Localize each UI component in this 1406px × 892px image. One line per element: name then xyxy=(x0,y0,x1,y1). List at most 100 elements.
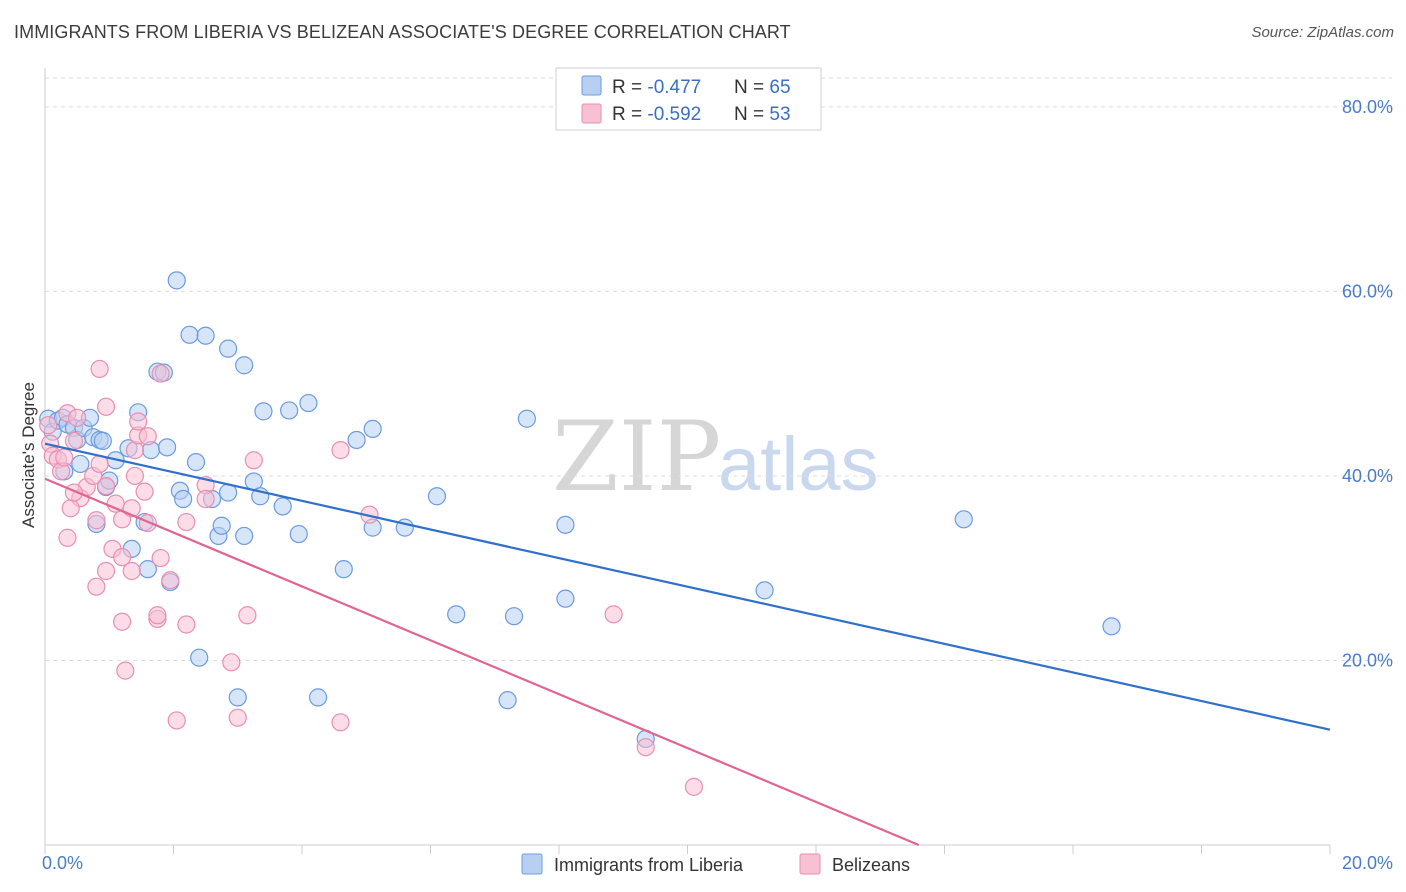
point-liberia xyxy=(447,605,466,624)
svg-text:R = -0.592: R = -0.592 xyxy=(612,104,701,125)
watermark: ZIP atlas xyxy=(552,401,879,513)
point-liberia xyxy=(186,453,206,472)
point-belizeans xyxy=(228,708,247,727)
correlation-legend: R = -0.477 N = 65 R = -0.592 N = 53 xyxy=(555,67,822,131)
source-label: Source: ZipAtlas.com xyxy=(1251,24,1394,41)
series-label-liberia: Immigrants from Liberia xyxy=(554,855,744,875)
point-liberia xyxy=(308,688,328,707)
svg-text:N = 53: N = 53 xyxy=(734,104,791,125)
x-tick-label: 0.0% xyxy=(42,853,83,873)
series-swatch-liberia xyxy=(521,853,543,875)
series-legend: Immigrants from Liberia Belizeans xyxy=(521,853,910,875)
point-belizeans xyxy=(138,513,157,533)
point-belizeans xyxy=(122,561,141,581)
point-belizeans xyxy=(125,441,145,460)
svg-text:N = 65: N = 65 xyxy=(734,77,791,98)
legend-r-label: R = xyxy=(612,77,647,98)
point-belizeans xyxy=(636,738,655,757)
legend-n-value: 65 xyxy=(769,77,790,98)
y-tick-labels: 20.0% 40.0% 60.0% 80.0% xyxy=(1342,97,1393,671)
point-belizeans xyxy=(96,397,116,416)
point-belizeans xyxy=(222,653,241,672)
series-label-belizeans: Belizeans xyxy=(832,855,910,875)
x-tick-label: 20.0% xyxy=(1342,853,1393,873)
point-liberia xyxy=(212,516,231,535)
point-liberia xyxy=(954,510,973,529)
point-belizeans xyxy=(177,615,196,634)
legend-n-label: N = xyxy=(734,104,769,125)
legend-r-value: -0.477 xyxy=(647,77,701,98)
point-liberia xyxy=(347,430,366,450)
point-belizeans xyxy=(244,451,263,470)
point-liberia xyxy=(180,325,199,344)
point-belizeans xyxy=(112,612,132,631)
point-liberia xyxy=(235,526,254,546)
point-liberia xyxy=(196,326,215,345)
point-liberia xyxy=(273,497,292,516)
point-liberia xyxy=(363,419,382,438)
point-belizeans xyxy=(238,606,257,625)
point-belizeans xyxy=(112,548,132,567)
svg-text:R = -0.477: R = -0.477 xyxy=(612,77,701,98)
point-liberia xyxy=(289,524,308,544)
point-liberia xyxy=(254,402,273,421)
point-belizeans xyxy=(39,416,58,435)
point-belizeans xyxy=(96,477,116,496)
data-points xyxy=(39,271,1121,796)
point-belizeans xyxy=(151,548,170,568)
point-belizeans xyxy=(87,577,106,596)
point-liberia xyxy=(504,607,524,626)
point-liberia xyxy=(235,356,254,375)
point-belizeans xyxy=(167,711,186,730)
point-belizeans xyxy=(135,482,154,501)
point-liberia xyxy=(299,393,318,413)
point-belizeans xyxy=(129,412,148,431)
point-belizeans xyxy=(331,441,350,460)
point-belizeans xyxy=(151,364,170,383)
point-belizeans xyxy=(196,489,215,509)
point-liberia xyxy=(1102,617,1121,636)
point-liberia xyxy=(334,560,353,579)
y-tick-label: 20.0% xyxy=(1342,650,1393,670)
point-liberia xyxy=(498,691,517,710)
point-belizeans xyxy=(64,431,84,450)
point-liberia xyxy=(167,271,186,290)
point-belizeans xyxy=(68,408,87,427)
legend-swatch-pink xyxy=(581,103,602,124)
point-belizeans xyxy=(138,427,157,446)
point-belizeans xyxy=(148,606,167,625)
point-belizeans xyxy=(125,466,145,486)
watermark-zip: ZIP xyxy=(552,401,721,513)
point-liberia xyxy=(71,454,90,474)
point-liberia xyxy=(190,648,209,667)
point-belizeans xyxy=(106,494,125,513)
point-liberia xyxy=(755,581,774,600)
point-belizeans xyxy=(61,499,80,518)
legend-swatch-blue xyxy=(581,75,602,96)
series-swatch-belizeans xyxy=(799,853,821,875)
point-belizeans xyxy=(58,528,77,547)
point-belizeans xyxy=(87,511,106,530)
legend-r-label: R = xyxy=(612,104,647,125)
point-liberia xyxy=(157,438,177,457)
point-belizeans xyxy=(161,571,180,590)
trendline-liberia xyxy=(44,442,1331,731)
point-liberia xyxy=(93,431,112,450)
legend-r-value: -0.592 xyxy=(647,104,701,125)
point-liberia xyxy=(219,339,238,358)
point-belizeans xyxy=(604,605,623,624)
point-liberia xyxy=(556,589,575,608)
point-belizeans xyxy=(177,512,196,532)
y-tick-label: 60.0% xyxy=(1342,281,1393,301)
x-tick-labels: 0.0% 20.0% xyxy=(42,853,1393,873)
point-liberia xyxy=(427,487,447,506)
point-liberia xyxy=(517,409,536,428)
point-liberia xyxy=(228,688,247,707)
point-liberia xyxy=(174,489,193,509)
legend-n-value: 53 xyxy=(769,104,790,125)
y-tick-label: 40.0% xyxy=(1342,466,1393,486)
point-liberia xyxy=(556,515,575,534)
point-belizeans xyxy=(96,561,116,581)
chart-title: IMMIGRANTS FROM LIBERIA VS BELIZEAN ASSO… xyxy=(14,22,791,42)
